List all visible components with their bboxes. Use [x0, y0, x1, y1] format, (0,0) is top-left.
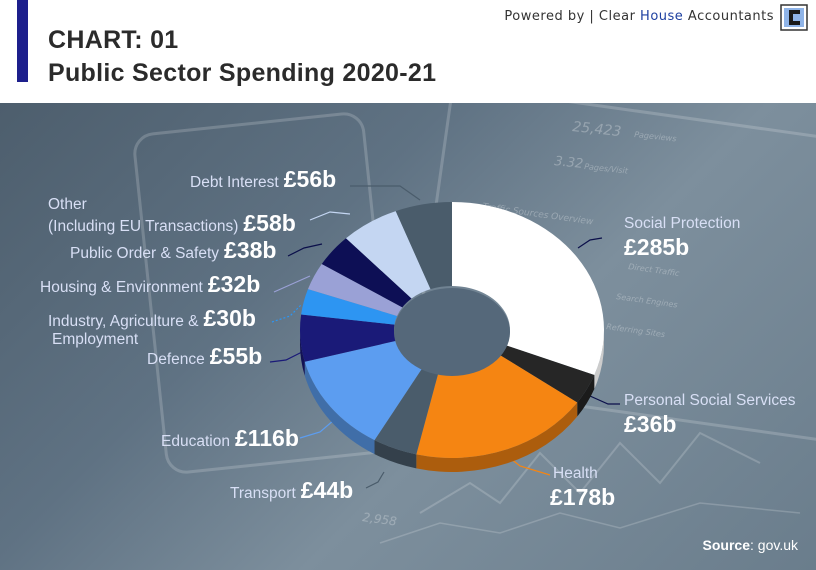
leader-transport	[365, 471, 385, 489]
powered-by-highlight: House	[640, 9, 684, 24]
label-education-name: Education	[161, 433, 230, 450]
label-industry: Industry, Agriculture & £30b Employment	[48, 307, 256, 349]
slice-education	[304, 340, 423, 441]
brand-logo-icon	[780, 4, 808, 31]
value-industry: £30b	[203, 305, 256, 331]
label-defence: Defence £55b	[147, 345, 262, 369]
leader-industry	[271, 303, 303, 323]
label-other-name-1: Other	[48, 196, 87, 213]
label-transport: Transport £44b	[230, 479, 353, 503]
slice-side-4	[304, 361, 375, 455]
bg-pages-visit: 3.32	[554, 154, 584, 172]
value-debt-interest: £56b	[283, 166, 337, 192]
leader-defence	[269, 351, 303, 363]
value-housing: £32b	[207, 271, 261, 297]
label-health-name: Health	[553, 465, 598, 482]
slice-transport	[374, 367, 439, 455]
slice-industry-agriculture-employment	[301, 289, 398, 325]
leader-education	[299, 419, 335, 439]
value-health: £178b	[550, 484, 616, 510]
label-defence-name: Defence	[147, 351, 205, 368]
powered-by: Powered by | Clear House Accountants	[504, 9, 774, 24]
leader-health	[509, 457, 551, 476]
donut-hole	[394, 288, 510, 376]
slice-other-including-eu-transactions	[345, 211, 431, 299]
label-other-name-2: (Including EU Transactions)	[48, 218, 239, 235]
slice-side-2	[416, 402, 578, 472]
source-value: : gov.uk	[750, 537, 798, 553]
source-note: Source: gov.uk	[703, 537, 798, 553]
leader-public-order	[287, 243, 323, 257]
label-personal-social-services-name: Personal Social Services	[624, 392, 796, 409]
label-social-protection: Social Protection £285b	[624, 215, 740, 261]
leader-housing	[273, 275, 311, 293]
label-housing: Housing & Environment £32b	[40, 273, 260, 297]
label-debt-interest: Debt Interest £56b	[190, 168, 336, 192]
accent-bar	[17, 0, 28, 82]
chart-number: CHART: 01	[48, 26, 179, 54]
label-debt-interest-name: Debt Interest	[190, 174, 279, 191]
slice-housing-environment	[307, 264, 403, 316]
label-public-order-name: Public Order & Safety	[70, 245, 220, 262]
powered-by-suffix: Accountants	[683, 9, 774, 24]
slice-side-1	[577, 374, 595, 417]
bg-pageviews-label: Pageviews	[634, 130, 677, 143]
value-education: £116b	[234, 425, 299, 451]
value-public-order: £38b	[224, 237, 277, 263]
label-health: Health £178b	[550, 465, 615, 511]
powered-by-prefix: Powered by | Clear	[504, 9, 641, 24]
label-education: Education £116b	[161, 427, 299, 451]
label-transport-name: Transport	[230, 485, 296, 502]
slice-side-5	[300, 330, 305, 376]
leader-personal-social	[589, 395, 620, 405]
label-housing-name: Housing & Environment	[40, 279, 203, 296]
slice-personal-social-services	[499, 345, 595, 403]
label-public-order: Public Order & Safety £38b	[70, 239, 276, 263]
slice-social-protection	[452, 202, 604, 375]
donut-slices	[299, 202, 604, 472]
chart-title: Public Sector Spending 2020-21	[48, 59, 437, 87]
slice-side-3	[374, 440, 417, 469]
value-defence: £55b	[209, 343, 263, 369]
leader-social-protection	[577, 237, 603, 249]
value-transport: £44b	[300, 477, 354, 503]
leader-other	[309, 211, 351, 221]
label-industry-name-1: Industry, Agriculture &	[48, 313, 199, 330]
slice-defence	[299, 314, 396, 362]
slice-debt-interest	[395, 202, 452, 290]
bg-pageviews: 25,423	[572, 119, 622, 140]
label-industry-name-2: Employment	[52, 331, 139, 348]
slice-public-order-safety	[321, 238, 412, 308]
chart-header: CHART: 01 Public Sector Spending 2020-21…	[0, 0, 816, 103]
label-personal-social-services: Personal Social Services £36b	[624, 392, 795, 438]
leader-lines	[269, 185, 620, 489]
value-personal-social-services: £36b	[624, 411, 677, 437]
source-label: Source	[702, 537, 750, 553]
slice-side-0	[594, 330, 604, 389]
slice-health	[416, 354, 578, 458]
value-social-protection: £285b	[624, 234, 690, 260]
label-other: Other (Including EU Transactions) £58b	[48, 196, 296, 236]
bg-visitors: 2,958	[362, 510, 398, 529]
value-other: £58b	[243, 210, 296, 236]
label-social-protection-name: Social Protection	[624, 215, 741, 232]
leader-debt	[350, 185, 421, 201]
